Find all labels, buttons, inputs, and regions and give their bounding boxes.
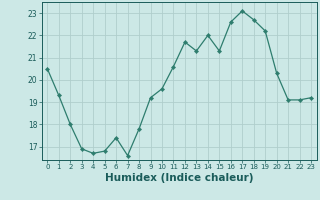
X-axis label: Humidex (Indice chaleur): Humidex (Indice chaleur) [105,173,253,183]
